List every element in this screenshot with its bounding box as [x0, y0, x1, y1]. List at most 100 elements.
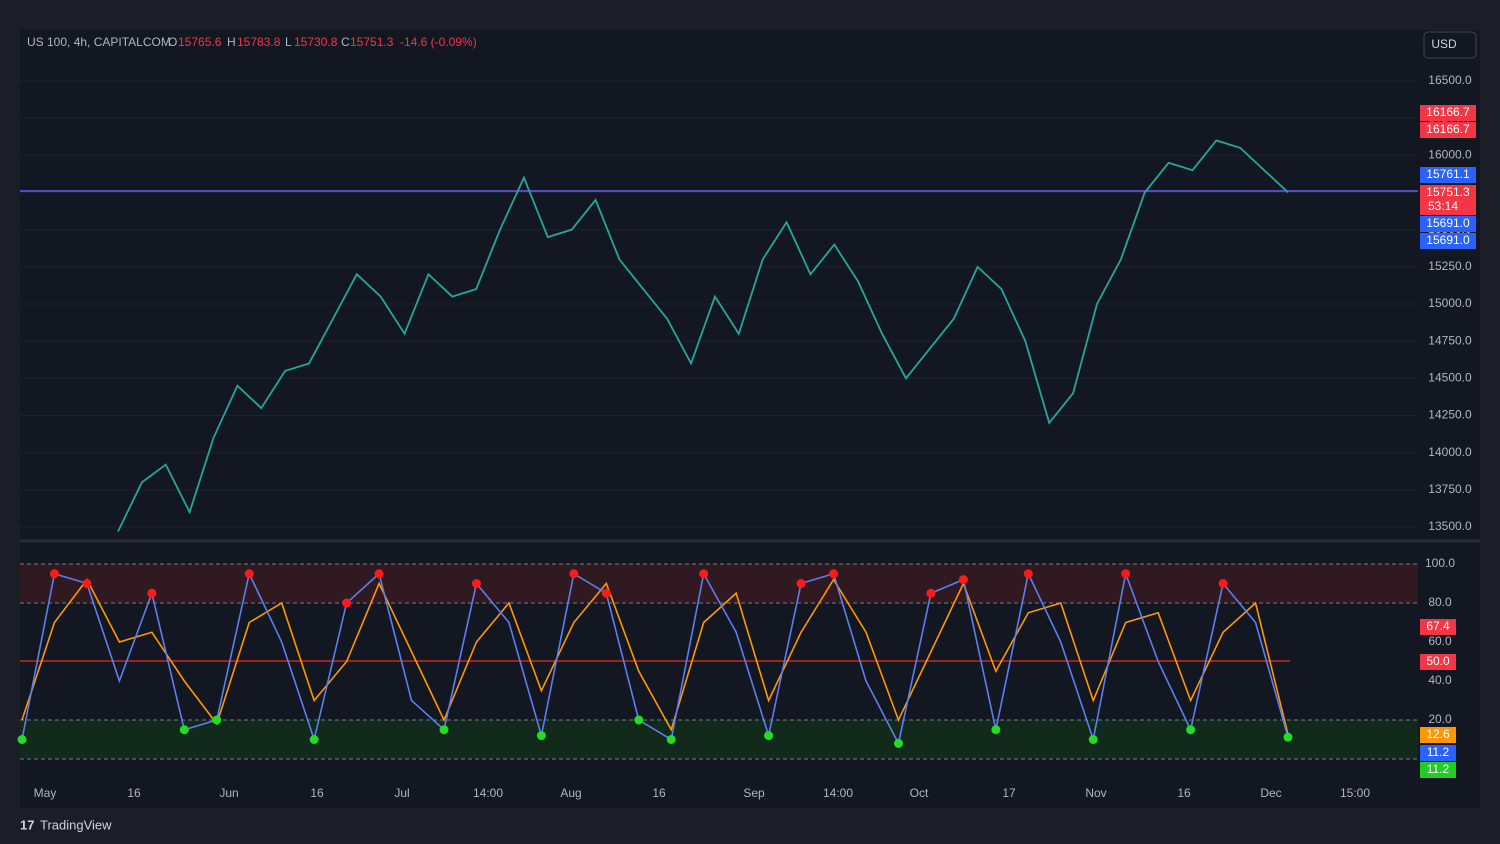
time-label: 16: [1177, 786, 1191, 800]
time-label: 14:00: [473, 786, 503, 800]
price-tag-label: 15751.3: [1426, 185, 1470, 199]
osc-line: [21, 570, 1289, 746]
signal-dot: [179, 725, 189, 735]
time-label: 16: [310, 786, 324, 800]
osc-tag-label: 12.6: [1426, 727, 1450, 741]
signal-dot: [342, 598, 352, 608]
currency-button[interactable]: [1423, 31, 1477, 59]
osc-tag: [1420, 619, 1456, 635]
price-tag-label: 16166.7: [1426, 122, 1470, 136]
countdown: 53:14: [1428, 199, 1458, 213]
price-tick-label: 16500.0: [1428, 73, 1472, 87]
signal-dot: [601, 588, 611, 598]
osc-levels: [20, 563, 1418, 760]
osc-tick-label: 60.0: [1428, 634, 1452, 648]
open: 15765.6: [178, 35, 222, 49]
signal-dot: [991, 725, 1001, 735]
price-tick-label: 14750.0: [1428, 333, 1472, 347]
osc-tick-label: 20.0: [1428, 712, 1452, 726]
price-tag-label: 15691.0: [1426, 216, 1470, 230]
brand-logo: 17: [20, 817, 34, 832]
osc-tag: [1420, 654, 1456, 670]
osc-tag: [1420, 727, 1456, 743]
signal-dot: [147, 588, 157, 598]
signal-dot: [536, 731, 546, 741]
osc-tag: [1420, 762, 1456, 778]
price-tag-label: 16166.7: [1426, 105, 1470, 119]
time-label: 14:00: [823, 786, 853, 800]
osc-tag-label: 50.0: [1426, 654, 1450, 668]
close: 15751.3: [350, 35, 394, 49]
time-label: Nov: [1085, 786, 1106, 800]
signal-dot: [829, 569, 839, 579]
symbol: US 100, 4h, CAPITALCOM: [27, 35, 171, 49]
signal-dot: [893, 738, 903, 748]
signal-dot: [244, 569, 254, 579]
signal-dot: [926, 588, 936, 598]
time-label: 16: [127, 786, 141, 800]
osc-tag-label: 67.4: [1426, 619, 1450, 633]
osc-tag: [1420, 745, 1456, 761]
o-label: O: [168, 35, 177, 49]
signal-dot: [699, 569, 709, 579]
osc-tag-label: 11.2: [1427, 762, 1450, 776]
signal-dot: [958, 575, 968, 585]
brand[interactable]: TradingView: [40, 817, 112, 832]
price-line: [117, 139, 1289, 532]
signal-dot: [439, 725, 449, 735]
signal-dot: [1218, 579, 1228, 588]
time-label: 17: [1002, 786, 1016, 800]
signal-dot: [634, 715, 644, 725]
price-tag: [1420, 105, 1476, 121]
price-tick-label: 14250.0: [1428, 408, 1472, 422]
time-label: Dec: [1260, 786, 1281, 800]
price-tag-label: 15761.1: [1426, 167, 1470, 181]
signal-dot: [17, 735, 27, 744]
signal-dot: [309, 735, 319, 744]
signal-dot: [1121, 569, 1131, 579]
osc-line: [21, 578, 1289, 735]
osc-tick-label: 80.0: [1428, 595, 1452, 609]
price-tag: [1420, 233, 1476, 249]
signal-dot: [764, 731, 774, 741]
currency[interactable]: USD: [1431, 37, 1457, 51]
time-label: Jul: [394, 786, 409, 800]
high: 15783.8: [237, 35, 281, 49]
price-tick-label: 14000.0: [1428, 445, 1472, 459]
time-label: 16: [652, 786, 666, 800]
price-tick-label: 13750.0: [1428, 482, 1472, 496]
signal-dot: [82, 579, 92, 588]
time-label: Aug: [560, 786, 581, 800]
overbought-zone: [20, 564, 1418, 603]
time-label: Oct: [910, 786, 929, 800]
signal-dot: [666, 735, 676, 744]
signal-dot: [1023, 569, 1033, 579]
h-label: H: [227, 35, 236, 49]
price-tick-label: 14500.0: [1428, 371, 1472, 385]
price-tag: [1420, 216, 1476, 232]
price-tick-label: 15250.0: [1428, 259, 1472, 273]
price-tag: [1420, 185, 1476, 215]
price-tick-label: 15000.0: [1428, 296, 1472, 310]
signal-dot: [1186, 725, 1196, 735]
oversold-zone: [20, 720, 1418, 759]
signal-dot: [374, 569, 384, 579]
osc-tick-label: 100.0: [1425, 556, 1455, 570]
time-label: Jun: [219, 786, 238, 800]
signal-dot: [212, 715, 222, 725]
signal-dot: [471, 579, 481, 588]
chart-panel: [20, 30, 1480, 808]
price-tag: [1420, 122, 1476, 138]
time-label: Sep: [743, 786, 765, 800]
signal-dot: [49, 569, 59, 579]
signal-dot: [796, 579, 806, 588]
c-label: C: [341, 35, 350, 49]
time-label: May: [34, 786, 57, 800]
signal-dot: [1283, 732, 1293, 742]
l-label: L: [285, 35, 292, 49]
osc-tag-label: 11.2: [1427, 745, 1450, 759]
time-label: 15:00: [1340, 786, 1370, 800]
price-tag-label: 15691.0: [1426, 233, 1470, 247]
signal-dot: [569, 569, 579, 579]
